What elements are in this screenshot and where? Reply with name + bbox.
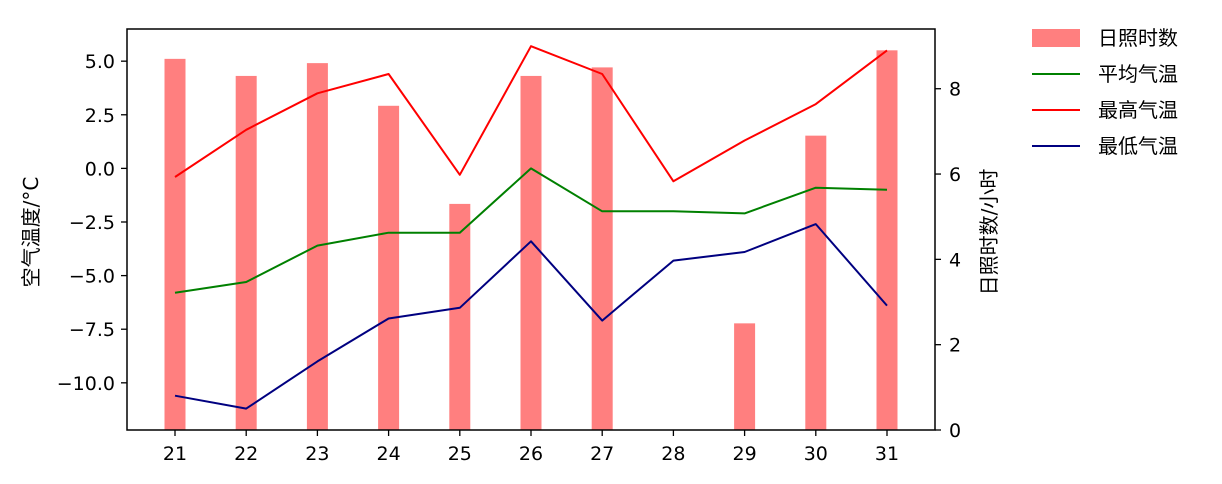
x-tick-label: 27 <box>590 443 614 465</box>
temperature-lines <box>174 45 888 410</box>
x-tick-label: 23 <box>305 443 329 465</box>
sunshine-bar <box>235 75 257 430</box>
axes: 21 22 23 24 25 26 27 28 29 30 31−10.0−7.5−5.0−2.50… <box>57 51 961 465</box>
y-right-tick-label: 8 <box>949 79 961 101</box>
legend-swatch-bar <box>1032 29 1080 47</box>
series-line <box>174 45 888 183</box>
left-axis-title: 空气温度/°C <box>19 177 43 288</box>
y-right-tick-label: 2 <box>949 335 961 357</box>
x-tick-label: 24 <box>377 443 401 465</box>
right-axis-title: 日照时数/小时 <box>977 169 1001 296</box>
x-tick-label: 28 <box>661 443 685 465</box>
y-left-tick-label: −5.0 <box>69 266 115 288</box>
x-tick-label: 30 <box>804 443 828 465</box>
y-left-tick-label: −7.5 <box>69 319 115 341</box>
sunshine-bar <box>378 105 400 430</box>
x-tick-label: 29 <box>733 443 757 465</box>
sunshine-bars <box>164 50 898 431</box>
sunshine-bar <box>805 135 827 431</box>
x-tick-label: 31 <box>875 443 899 465</box>
sunshine-bar <box>734 323 756 430</box>
x-tick-label: 21 <box>163 443 187 465</box>
series-line <box>174 167 888 294</box>
sunshine-bar <box>164 58 186 431</box>
sunshine-bar <box>449 203 471 430</box>
y-right-tick-label: 4 <box>949 249 961 271</box>
y-right-tick-label: 6 <box>949 164 961 186</box>
legend-label: 最高气温 <box>1098 98 1178 122</box>
y-left-tick-label: −10.0 <box>57 373 115 395</box>
y-left-tick-label: 5.0 <box>85 51 115 73</box>
y-left-tick-label: 0.0 <box>85 158 115 180</box>
sunshine-bar <box>876 50 898 431</box>
x-tick-label: 22 <box>234 443 258 465</box>
legend-label: 平均气温 <box>1098 62 1178 86</box>
sunshine-bar <box>591 67 613 430</box>
y-right-tick-label: 0 <box>949 420 961 442</box>
y-left-tick-label: −2.5 <box>69 212 115 234</box>
legend-label: 最低气温 <box>1098 134 1178 158</box>
y-left-tick-label: 2.5 <box>85 105 115 127</box>
x-tick-label: 25 <box>448 443 472 465</box>
sunshine-bar <box>520 75 542 430</box>
legend-label: 日照时数 <box>1098 26 1178 50</box>
series-line <box>174 223 888 410</box>
x-tick-label: 26 <box>519 443 543 465</box>
